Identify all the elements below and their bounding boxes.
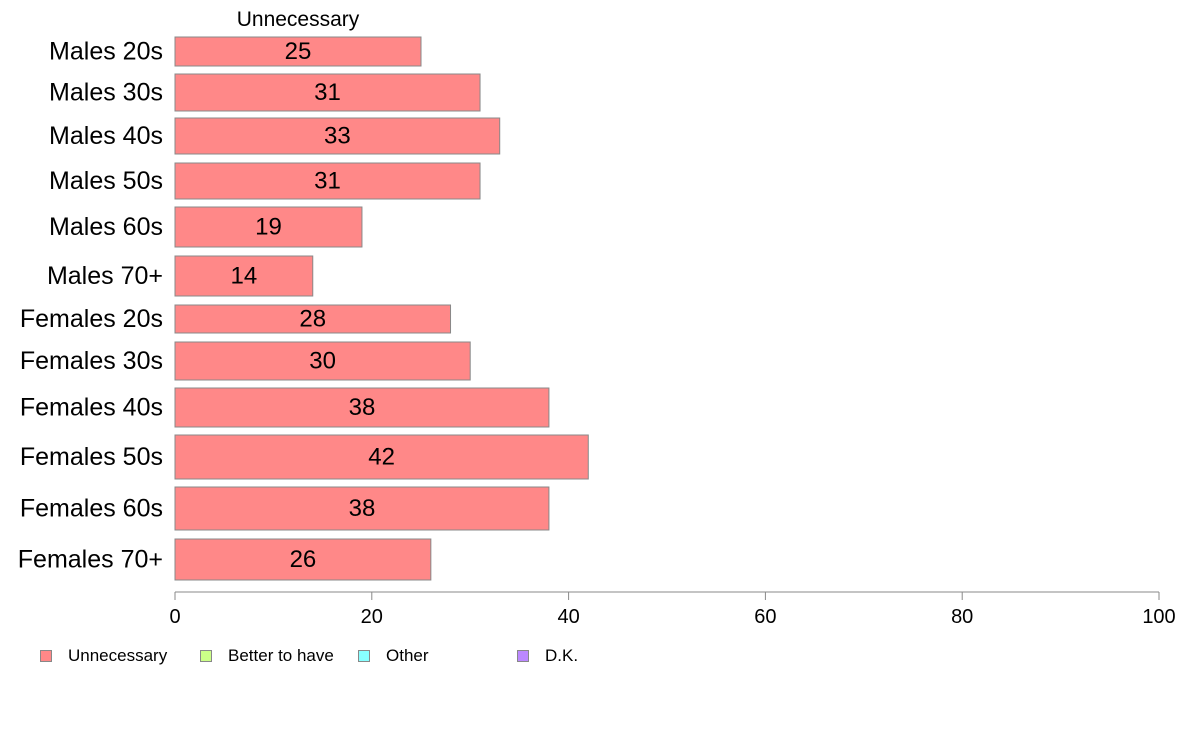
category-label-females-70-plus: Females 70+ (18, 546, 163, 574)
category-label-males-30s: Males 30s (49, 79, 163, 107)
series-header: Unnecessary (237, 8, 360, 31)
category-label-females-50s: Females 50s (20, 443, 163, 471)
data-label-males-20s: 25 (285, 38, 312, 65)
legend-item-dk: D.K. (517, 646, 578, 666)
legend-label-better-to-have: Better to have (228, 646, 334, 665)
legend-swatch-unnecessary (40, 650, 52, 662)
bar-females-30s (174, 341, 471, 381)
data-label-males-60s: 19 (255, 214, 282, 241)
legend-swatch-dk (517, 650, 529, 662)
legend-swatch-better-to-have (200, 650, 212, 662)
bar-females-70-plus (174, 538, 432, 581)
legend-swatch-other (358, 650, 370, 662)
category-label-males-60s: Males 60s (49, 213, 163, 241)
bar-males-30s (174, 73, 481, 112)
data-label-females-60s: 38 (349, 495, 376, 522)
category-label-females-30s: Females 30s (20, 347, 163, 375)
legend-item-other: Other (358, 646, 429, 666)
x-tick-label-20: 20 (361, 606, 383, 628)
legend-label-dk: D.K. (545, 646, 579, 665)
legend-item-better-to-have: Better to have (200, 646, 334, 666)
data-label-females-70-plus: 26 (290, 546, 317, 573)
category-label-females-60s: Females 60s (20, 495, 163, 523)
bar-females-20s (174, 304, 452, 334)
bar-males-20s (174, 36, 422, 67)
data-label-males-30s: 31 (314, 79, 341, 106)
data-label-males-50s: 31 (314, 168, 341, 195)
bar-males-40s (174, 117, 501, 155)
bar-females-40s (174, 387, 550, 428)
x-tick-label-60: 60 (754, 606, 776, 628)
x-tick-label-40: 40 (557, 606, 579, 628)
data-label-females-50s: 42 (368, 444, 395, 471)
bar-males-50s (174, 162, 481, 200)
category-label-females-20s: Females 20s (20, 305, 163, 333)
data-label-males-70-plus: 14 (231, 263, 258, 290)
data-label-males-40s: 33 (324, 123, 351, 150)
data-label-females-40s: 38 (349, 394, 376, 421)
bar-females-50s (174, 434, 589, 480)
bar-females-60s (174, 486, 550, 531)
legend-label-other: Other (386, 646, 429, 665)
data-label-females-30s: 30 (309, 348, 336, 375)
bar-males-60s (174, 206, 363, 248)
category-label-males-40s: Males 40s (49, 122, 163, 150)
x-tick-label-80: 80 (951, 606, 973, 628)
category-label-females-40s: Females 40s (20, 394, 163, 422)
bar-males-70-plus (174, 255, 314, 297)
category-label-males-20s: Males 20s (49, 38, 163, 66)
data-label-females-20s: 28 (299, 306, 326, 333)
category-label-males-50s: Males 50s (49, 167, 163, 195)
legend-item-unnecessary: Unnecessary (40, 646, 167, 666)
x-tick-label-0: 0 (169, 606, 180, 628)
category-label-males-70-plus: Males 70+ (47, 262, 163, 290)
legend-label-unnecessary: Unnecessary (68, 646, 168, 665)
x-tick-label-100: 100 (1142, 606, 1175, 628)
